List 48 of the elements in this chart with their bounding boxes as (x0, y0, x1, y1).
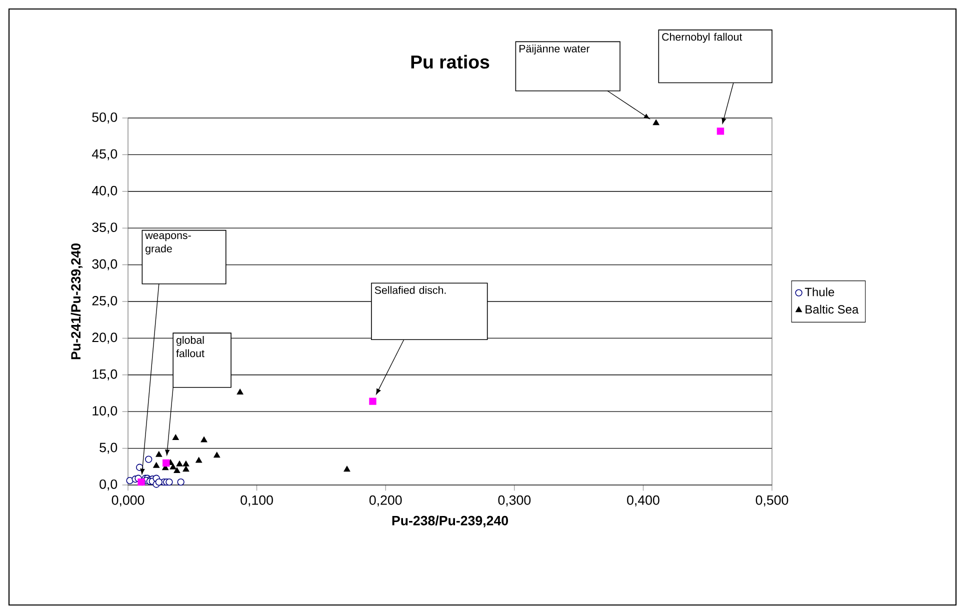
point (174, 467, 180, 474)
y-tick-label: 20,0 (92, 332, 118, 344)
point (177, 478, 184, 486)
y-tick-label: 10,0 (92, 406, 118, 418)
point (172, 434, 179, 440)
annotation: weapons-grade (145, 233, 191, 255)
x-tick-label: 0,200 (369, 495, 402, 506)
chart-title: Pu ratios (411, 54, 490, 69)
point (200, 436, 208, 442)
point (170, 464, 176, 470)
y-tick-label: 40,0 (92, 186, 118, 197)
y-tick-label: 25,0 (92, 296, 118, 308)
point (155, 478, 163, 486)
point (652, 120, 660, 126)
point (369, 398, 376, 405)
point (182, 460, 190, 466)
x-tick-label: 0,500 (756, 495, 788, 506)
y-tick-label: 35,0 (92, 222, 118, 234)
x-tick-label: 0,000 (112, 495, 144, 506)
y-tick-label: 50,0 (92, 112, 118, 124)
y-tick-label: 5,0 (100, 442, 118, 454)
point (156, 451, 162, 457)
y-tick-label: 45,0 (92, 149, 118, 160)
x-tick-label: 0,100 (240, 495, 273, 506)
legend-label: Baltic Sea (806, 304, 859, 314)
text: Chernobyl fallout (662, 32, 742, 43)
point (176, 460, 183, 466)
y-tick-label: 30,0 (92, 259, 118, 270)
point (182, 466, 190, 472)
point (344, 466, 350, 472)
point (145, 456, 152, 463)
x-tick-label: 0,300 (498, 495, 531, 506)
y-axis-title: Pu-241/Pu-239,240 (70, 243, 83, 360)
x-axis-title: Pu-238/Pu-239,240 (392, 516, 508, 528)
point (162, 459, 170, 467)
point (716, 128, 724, 135)
text: Päijänne water (520, 44, 590, 55)
point (153, 462, 160, 468)
point (196, 457, 202, 463)
y-tick-label: 0,0 (100, 479, 118, 491)
point (214, 452, 220, 458)
annotation: Sellafied disch. (374, 286, 446, 294)
y-tick-label: 15,0 (92, 369, 118, 380)
annotation: global fallout (176, 336, 204, 358)
legend-label: Thule (804, 287, 834, 296)
x-tick-label: 0,400 (627, 495, 660, 506)
point (166, 478, 173, 486)
point (236, 388, 244, 395)
